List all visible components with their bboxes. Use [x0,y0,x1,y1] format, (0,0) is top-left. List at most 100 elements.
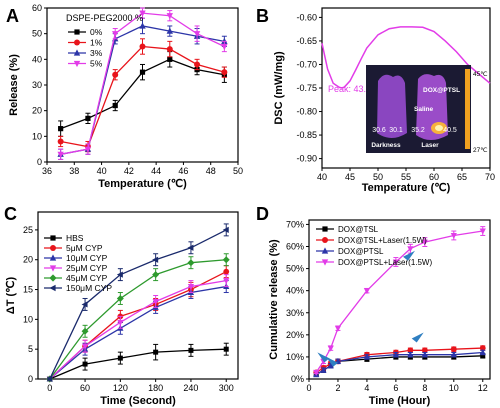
panel-d: D 0 2 4 6 8 10 12 0% 10% 20% 30% 40% 50% 60% 70% Time (H… [256,204,491,407]
y-tick-label: 10 [23,314,33,324]
legend-title: DSPE-PEG2000 % [66,13,143,23]
data-point [221,43,228,51]
y-tick-label: 5 [28,344,33,354]
y-tick-label: -0.60 [296,12,317,22]
inset-temp-3: 35.2 [411,127,425,134]
y-tick-label: 40 [32,54,42,64]
x-tick-label: 10 [449,383,459,393]
x-tick-label: 300 [219,383,234,393]
y-tick-label: 50 [32,29,42,39]
data-point [81,327,89,335]
legend-swatch-marker [322,226,328,232]
inset-temp-4: 40.5 [443,127,457,134]
panel-letter: D [256,204,269,224]
x-tick-label: 40 [97,166,107,176]
legend-swatch-marker [73,49,81,56]
legend-swatch-marker [49,274,57,282]
y-axis-title: ΔT (℃) [5,276,17,314]
series-line [315,351,483,376]
data-point [152,298,159,305]
data-point [57,151,64,158]
legend-swatch-marker [321,259,329,266]
x-tick-label: 40 [317,172,327,182]
y-tick-label: 15 [23,285,33,295]
y-tick-label: 20 [32,106,42,116]
legend-swatch-marker [321,247,329,254]
data-point [166,13,173,20]
y-tick-label: -0.85 [296,130,317,140]
data-point [82,361,88,367]
y-tick-label: 60 [32,3,42,13]
x-tick-label: 65 [457,172,467,182]
data-point [313,369,320,376]
x-tick-label: 180 [148,383,163,393]
legend-label: 3% [90,48,103,58]
y-tick-label: -0.75 [296,83,317,93]
series-line [315,230,483,373]
legend-swatch-marker [74,39,80,46]
x-tick-label: 50 [373,172,383,182]
thermal-scale-bar [465,69,470,149]
data-point [152,256,159,263]
data-point [139,22,146,29]
data-point [450,346,457,353]
x-tick-label: 60 [429,172,439,182]
data-point [116,294,124,302]
legend-label: 5μM CYP [66,243,103,253]
x-tick-label: 36 [42,166,52,176]
laser-arrow-marker [411,332,424,343]
data-point [479,349,486,355]
plot-frame [308,219,491,380]
y-axis-title: Release (%) [8,54,20,116]
legend-swatch-marker [50,245,56,251]
data-point [194,61,201,68]
series-line [315,347,483,373]
panel-letter: A [6,6,19,26]
x-tick-label: 12 [478,383,488,393]
x-axis-title: Temperature (℃) [362,182,451,194]
data-point [112,71,119,78]
data-point [187,284,195,291]
data-point [479,345,486,351]
y-tick-label: 50% [286,264,304,274]
x-tick-label: 2 [335,383,340,393]
y-tick-label: -0.90 [296,154,317,164]
panel-letter: B [256,6,269,26]
data-point [153,349,159,355]
data-point [407,246,414,253]
x-tick-label: 44 [151,166,161,176]
x-tick-label: 48 [206,166,216,176]
inset-label-saline: Saline [414,106,434,113]
legend-label: 1% [90,38,103,48]
legend-label: 0% [90,27,103,37]
data-point [139,10,146,17]
y-tick-label: 10 [32,131,42,141]
legend-swatch-marker [73,60,81,68]
data-point [222,226,229,233]
data-point [193,31,201,38]
x-tick-label: 240 [183,383,198,393]
x-tick-label: 120 [113,383,128,393]
peak-annotation: Peak: 43.1 ℃ [328,84,384,94]
y-tick-label: 30% [286,308,304,318]
data-point [334,325,342,332]
x-tick-label: 42 [124,166,134,176]
data-point [167,56,173,62]
inset-label-laser: Laser [421,142,439,149]
x-tick-label: 46 [178,166,188,176]
data-point [187,244,194,251]
series-line [49,279,227,380]
data-point [112,31,119,38]
data-point [221,69,228,76]
y-tick-label: 60% [286,242,304,252]
data-point [152,271,160,279]
laser-arrow-marker [326,356,339,367]
y-tick-label: 40% [286,286,304,296]
legend-label: 10μM CYP [66,253,108,263]
y-tick-label: -0.80 [296,107,317,117]
y-tick-label: 0% [291,374,304,384]
data-point [139,69,146,75]
legend-swatch-marker [49,284,56,292]
data-point [222,256,230,264]
